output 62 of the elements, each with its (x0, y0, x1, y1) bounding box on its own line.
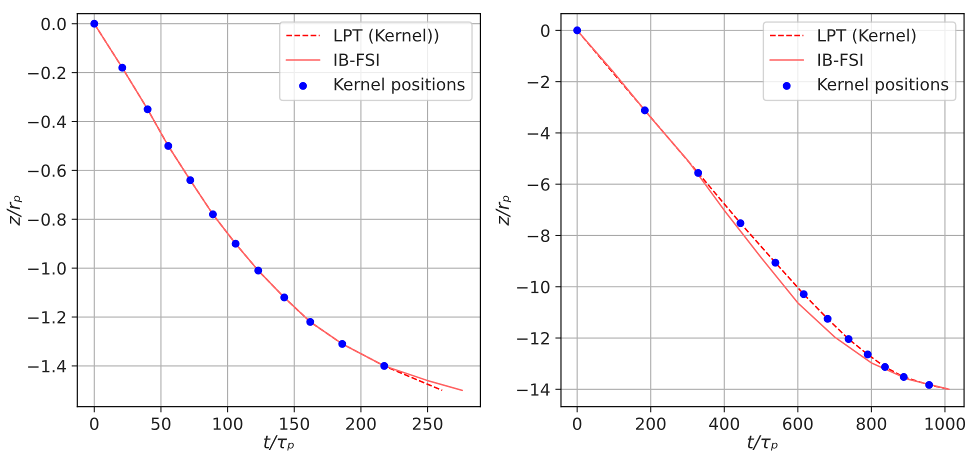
point (118, 64, 126, 72)
point (254, 266, 262, 275)
x-tick-label: 0 (572, 417, 582, 430)
point (881, 363, 889, 371)
point (844, 335, 853, 343)
x-tick-label: 800 (856, 417, 886, 430)
point (90, 20, 98, 28)
point (164, 142, 172, 150)
y-tick-label: −0.4 (28, 115, 66, 128)
y-tick-label: −0.6 (28, 164, 66, 177)
x-tick-label: 50 (152, 417, 170, 430)
point (824, 314, 832, 323)
x-tick-label: 200 (346, 417, 376, 430)
point (306, 318, 314, 326)
point (380, 362, 388, 370)
y-tick-label: −6 (528, 178, 550, 191)
x-axis-title: t/τₚ (748, 435, 778, 451)
point (338, 340, 346, 348)
point (771, 258, 780, 267)
y-tick-label: −1.4 (28, 360, 66, 372)
x-tick-label: 150 (280, 417, 310, 430)
y-tick-label: −8 (528, 229, 550, 242)
x-tick-label: 1000 (926, 417, 966, 430)
y-tick-label: −2 (528, 76, 549, 88)
x-axis-title: t/τₚ (264, 435, 294, 451)
y-axis-title: z/rₚ (496, 196, 512, 226)
legend-label: Kernel positions (334, 78, 465, 94)
x-tick-label: 250 (412, 417, 442, 430)
point (208, 210, 217, 218)
point (280, 294, 288, 302)
point (736, 219, 744, 228)
y-tick-label: 0 (541, 24, 550, 37)
y-tick-label: −10 (517, 280, 550, 294)
y-tick-label: 0.0 (41, 18, 66, 30)
y-tick-label: −4 (528, 127, 550, 140)
y-tick-label: −14 (517, 383, 550, 396)
point (694, 168, 702, 177)
point (864, 350, 872, 358)
y-tick-label: −0.8 (28, 213, 66, 226)
x-tick-label: 200 (636, 417, 666, 430)
x-tick-label: 0 (90, 417, 98, 430)
point (925, 380, 934, 389)
x-tick-label: 600 (783, 417, 813, 430)
y-tick-label: −0.2 (28, 66, 66, 80)
x-tick-label: 100 (214, 417, 242, 430)
point (573, 26, 582, 34)
point (900, 373, 908, 381)
y-tick-label: −1.2 (28, 310, 66, 324)
legend-label: Kernel positions (818, 78, 948, 94)
legend-label: IB-FSI (818, 53, 862, 66)
y-tick-label: −12 (517, 332, 549, 344)
point (186, 176, 194, 184)
y-tick-label: −1.0 (28, 262, 66, 275)
x-tick-label: 400 (709, 417, 740, 430)
legend-label: LPT (Kernel) (818, 28, 916, 44)
legend-label: LPT (Kernel)) (334, 28, 438, 44)
legend-label: IB-FSI (334, 53, 379, 66)
point (232, 240, 240, 248)
point (640, 106, 649, 114)
y-axis-title: z/rₚ (6, 196, 22, 226)
point (144, 105, 152, 114)
point (800, 290, 808, 298)
